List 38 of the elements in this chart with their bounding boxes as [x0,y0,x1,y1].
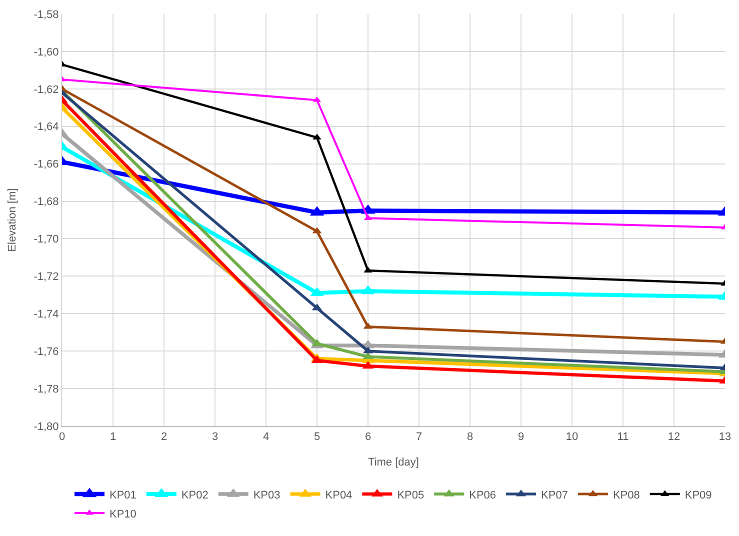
y-tick-label: -1,74 [34,308,59,320]
x-tick-label: 11 [617,431,629,444]
x-tick-label: 1 [110,431,116,444]
x-tick-label: 3 [212,431,218,444]
x-tick-label: 8 [466,431,474,444]
y-tick-label: -1,70 [34,234,59,246]
legend-label: KP07 [541,489,568,502]
x-tick-label: 5 [314,431,320,444]
y-tick-label: -1,60 [34,46,59,58]
y-tick-label: -1,72 [34,271,59,284]
y-tick-label: -1,68 [34,196,59,208]
legend-label: KP02 [181,489,208,502]
y-tick-label: -1,64 [34,121,59,134]
x-tick-label: 2 [160,431,168,444]
y-tick-label: -1,76 [34,346,59,358]
y-tick-label: -1,80 [34,420,59,433]
legend-label: KP10 [110,508,136,520]
x-tick-label: 0 [58,431,66,444]
legend-label: KP01 [110,489,136,502]
x-tick-label: 4 [262,431,270,444]
legend-label: KP05 [397,489,424,502]
y-axis-title: Elevation [m] [6,188,18,252]
legend-label: KP04 [325,489,352,502]
x-tick-label: 7 [416,431,422,444]
x-tick-label: 12 [668,431,680,444]
x-tick-label: 13 [718,431,732,444]
y-tick-label: -1,66 [34,158,59,171]
x-tick-label: 6 [364,431,372,444]
y-tick-label: -1,78 [34,383,59,396]
legend-label: KP08 [612,489,640,502]
x-tick-label: 10 [566,431,578,444]
legend-label: KP03 [253,489,280,502]
x-axis-title: Time [day] [368,456,419,468]
y-tick-label: -1,58 [34,8,59,21]
y-tick-label: -1,62 [34,84,59,96]
legend-label: KP09 [684,489,712,502]
legend-label: KP06 [469,489,496,502]
x-tick-label: 9 [518,431,524,444]
